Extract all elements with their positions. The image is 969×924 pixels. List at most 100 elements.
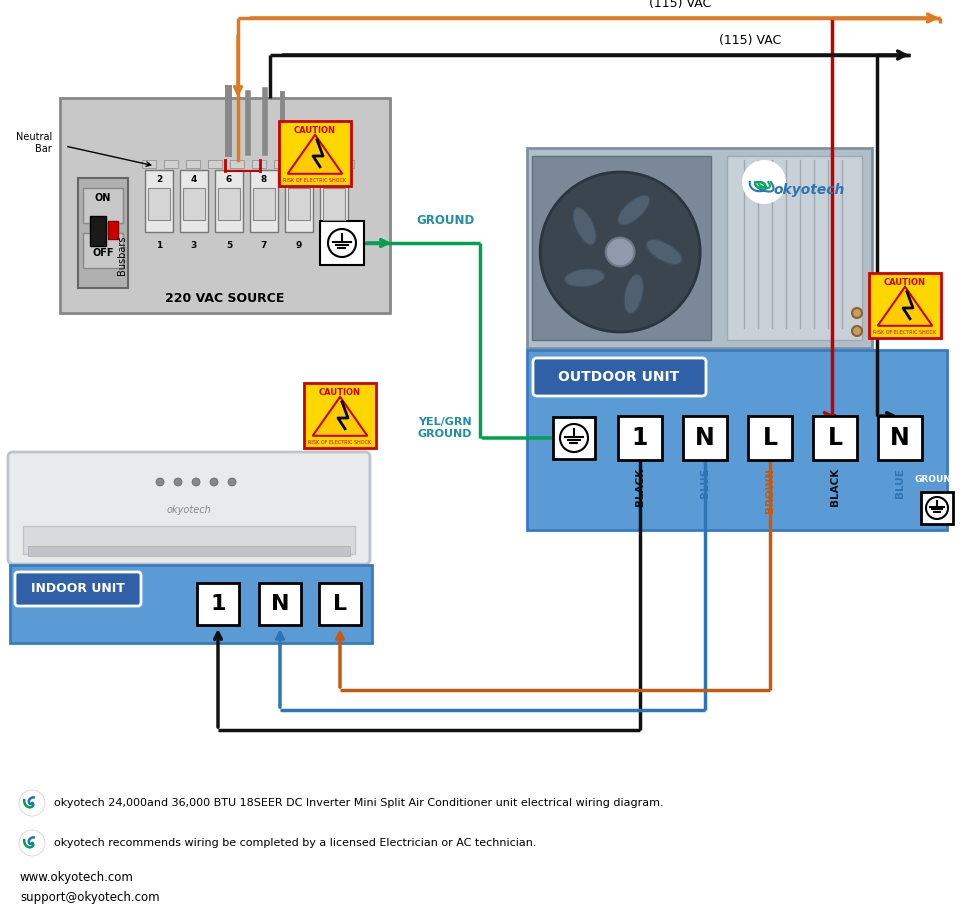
Text: ON: ON — [95, 193, 111, 203]
Bar — [274, 160, 288, 168]
Text: Busbars: Busbars — [117, 236, 127, 274]
Bar — [250, 170, 278, 232]
Text: Neutral
Bar: Neutral Bar — [16, 132, 52, 153]
Text: support@okyotech.com: support@okyotech.com — [20, 892, 160, 905]
Bar — [296, 160, 310, 168]
Text: BLACK: BLACK — [635, 468, 645, 506]
Text: 4: 4 — [191, 176, 197, 185]
Bar — [23, 526, 355, 554]
Circle shape — [606, 237, 635, 266]
Bar — [148, 188, 170, 220]
Ellipse shape — [565, 269, 605, 286]
Text: 12: 12 — [328, 176, 340, 185]
Text: okyotech 24,000and 36,000 BTU 18SEER DC Inverter Mini Split Air Conditioner unit: okyotech 24,000and 36,000 BTU 18SEER DC … — [54, 798, 664, 808]
Bar — [320, 221, 364, 265]
Bar — [318, 160, 332, 168]
Text: BROWN: BROWN — [765, 468, 775, 513]
Bar — [683, 416, 727, 460]
Circle shape — [19, 790, 45, 816]
Text: L: L — [828, 426, 842, 450]
Bar — [288, 188, 310, 220]
Bar — [28, 546, 350, 556]
Text: CAUTION: CAUTION — [294, 127, 336, 136]
Circle shape — [852, 308, 862, 318]
Text: 1: 1 — [632, 426, 648, 450]
Text: RISK OF ELECTRIC SHOCK: RISK OF ELECTRIC SHOCK — [873, 331, 937, 335]
Text: L: L — [763, 426, 777, 450]
Text: CAUTION: CAUTION — [884, 278, 926, 287]
Text: okyotech: okyotech — [773, 183, 845, 197]
Bar — [813, 416, 857, 460]
Ellipse shape — [646, 239, 682, 264]
Bar — [878, 416, 922, 460]
Circle shape — [742, 160, 786, 204]
Bar — [323, 188, 345, 220]
Text: OFF: OFF — [92, 248, 113, 258]
Ellipse shape — [618, 195, 650, 225]
Text: RISK OF ELECTRIC SHOCK: RISK OF ELECTRIC SHOCK — [308, 441, 371, 445]
Text: 9: 9 — [296, 241, 302, 250]
Bar — [319, 583, 361, 625]
Bar — [145, 170, 173, 232]
Bar — [253, 188, 275, 220]
Bar — [304, 383, 376, 447]
Text: okyotech: okyotech — [167, 505, 211, 515]
Circle shape — [174, 478, 182, 486]
Bar — [252, 160, 266, 168]
Bar — [208, 160, 222, 168]
Ellipse shape — [573, 208, 596, 245]
Text: BLACK: BLACK — [830, 468, 840, 506]
Circle shape — [540, 172, 701, 332]
Text: 10: 10 — [293, 176, 305, 185]
Text: N: N — [891, 426, 910, 450]
Circle shape — [852, 326, 862, 336]
Text: OUTDOOR UNIT: OUTDOOR UNIT — [558, 370, 679, 384]
Circle shape — [328, 229, 356, 257]
Circle shape — [156, 478, 164, 486]
Polygon shape — [288, 135, 342, 174]
Text: GROUND: GROUND — [915, 476, 959, 484]
Text: 7: 7 — [261, 241, 267, 250]
Bar — [527, 350, 947, 530]
Bar — [340, 160, 354, 168]
Text: GROUND: GROUND — [417, 214, 475, 227]
Bar — [78, 178, 128, 288]
Text: www.okyotech.com: www.okyotech.com — [20, 871, 134, 884]
Text: BLUE: BLUE — [700, 468, 710, 498]
Bar — [215, 170, 243, 232]
Bar — [108, 221, 118, 239]
Bar — [320, 170, 348, 232]
Text: BLUE: BLUE — [895, 468, 905, 498]
Bar — [527, 148, 872, 348]
Bar — [532, 156, 711, 340]
Text: 2: 2 — [156, 176, 162, 185]
Bar — [60, 98, 390, 313]
Ellipse shape — [624, 274, 643, 313]
Bar — [186, 160, 200, 168]
Circle shape — [228, 478, 236, 486]
Text: 3: 3 — [191, 241, 197, 250]
Text: RISK OF ELECTRIC SHOCK: RISK OF ELECTRIC SHOCK — [284, 178, 347, 184]
Bar — [748, 416, 792, 460]
Polygon shape — [313, 396, 367, 436]
Text: CAUTION: CAUTION — [319, 388, 361, 397]
Bar — [921, 492, 953, 524]
Text: 11: 11 — [328, 241, 340, 250]
Bar — [279, 120, 351, 186]
Circle shape — [210, 478, 218, 486]
Bar — [10, 565, 372, 643]
Bar — [869, 273, 941, 337]
Bar — [180, 170, 208, 232]
Text: N: N — [270, 594, 290, 614]
Bar — [183, 188, 205, 220]
Text: 1: 1 — [156, 241, 162, 250]
Text: 8: 8 — [261, 176, 267, 185]
Text: L: L — [333, 594, 347, 614]
Bar — [218, 188, 240, 220]
FancyBboxPatch shape — [15, 572, 141, 606]
Circle shape — [560, 424, 588, 452]
Bar — [553, 417, 595, 459]
Bar — [164, 160, 178, 168]
Bar — [83, 188, 123, 223]
FancyBboxPatch shape — [533, 358, 706, 396]
